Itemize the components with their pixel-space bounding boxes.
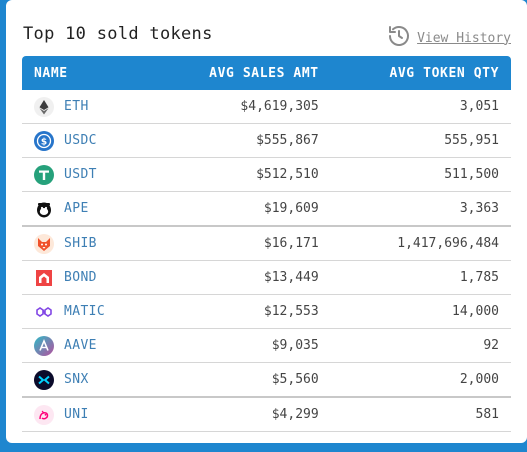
avg-token-qty: 3,051 [330,90,511,124]
token-symbol: ETH [64,99,89,114]
table-row[interactable]: UNI $4,299 581 [22,397,511,432]
snx-icon [34,369,54,390]
avg-token-qty: 1,417,696,484 [330,226,511,261]
table-header-row: NAME AVG SALES AMT AVG TOKEN QTY [22,56,511,90]
avg-token-qty: 14,000 [330,294,511,329]
bond-icon [34,268,54,288]
uni-icon [34,404,54,425]
avg-token-qty: 555,951 [330,123,511,158]
table-row[interactable]: SHIB $16,171 1,417,696,484 [22,226,511,261]
header-name[interactable]: NAME [34,65,68,81]
table-row[interactable]: APE $19,609 3,363 [22,191,511,227]
ape-icon [34,198,54,219]
token-symbol: MATIC [64,304,106,319]
token-symbol: SHIB [64,236,97,251]
header-avg-qty[interactable]: AVG TOKEN QTY [389,65,499,81]
header-avg-sales[interactable]: AVG SALES AMT [209,65,319,81]
table-row[interactable]: USDT $512,510 511,500 [22,157,511,192]
token-symbol: AAVE [64,338,97,353]
token-symbol: SNX [64,372,89,387]
avg-sales-amt: $13,449 [150,260,331,295]
card-title: Top 10 sold tokens [23,24,213,44]
shib-icon [34,233,54,254]
aave-icon [34,335,54,356]
table-row[interactable]: MATIC $12,553 14,000 [22,294,511,329]
top-tokens-card: Top 10 sold tokens View History NAME AVG… [6,0,527,443]
matic-icon [34,302,54,322]
avg-sales-amt: $5,560 [150,362,331,398]
avg-sales-amt: $512,510 [150,157,331,192]
avg-sales-amt: $19,609 [150,191,331,227]
usdt-icon [34,164,54,185]
tokens-table: NAME AVG SALES AMT AVG TOKEN QTY ETH $4,… [22,56,511,432]
eth-icon [34,96,54,117]
avg-sales-amt: $9,035 [150,328,331,363]
token-symbol: APE [64,201,89,216]
avg-sales-amt: $555,867 [150,123,331,158]
avg-token-qty: 511,500 [330,157,511,192]
avg-token-qty: 2,000 [330,362,511,398]
table-row[interactable]: SNX $5,560 2,000 [22,362,511,398]
table-row[interactable]: $ USDC $555,867 555,951 [22,123,511,158]
history-icon [387,24,411,52]
svg-text:$: $ [41,137,47,147]
avg-token-qty: 581 [330,397,511,432]
avg-sales-amt: $16,171 [150,226,331,261]
avg-sales-amt: $4,299 [150,397,331,432]
token-symbol: BOND [64,270,97,285]
avg-sales-amt: $4,619,305 [150,90,331,124]
token-symbol: USDC [64,133,97,148]
table-row[interactable]: AAVE $9,035 92 [22,328,511,363]
table-row[interactable]: BOND $13,449 1,785 [22,260,511,295]
view-history-link[interactable]: View History [387,24,511,52]
token-symbol: USDT [64,167,97,182]
avg-token-qty: 92 [330,328,511,363]
avg-token-qty: 3,363 [330,191,511,227]
avg-token-qty: 1,785 [330,260,511,295]
view-history-label: View History [417,30,511,46]
table-row[interactable]: ETH $4,619,305 3,051 [22,90,511,124]
token-symbol: UNI [64,407,89,422]
usdc-icon: $ [34,130,54,151]
avg-sales-amt: $12,553 [150,294,331,329]
